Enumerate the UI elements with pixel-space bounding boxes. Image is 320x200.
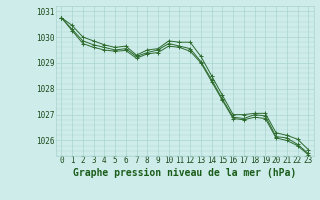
X-axis label: Graphe pression niveau de la mer (hPa): Graphe pression niveau de la mer (hPa) <box>73 168 296 178</box>
